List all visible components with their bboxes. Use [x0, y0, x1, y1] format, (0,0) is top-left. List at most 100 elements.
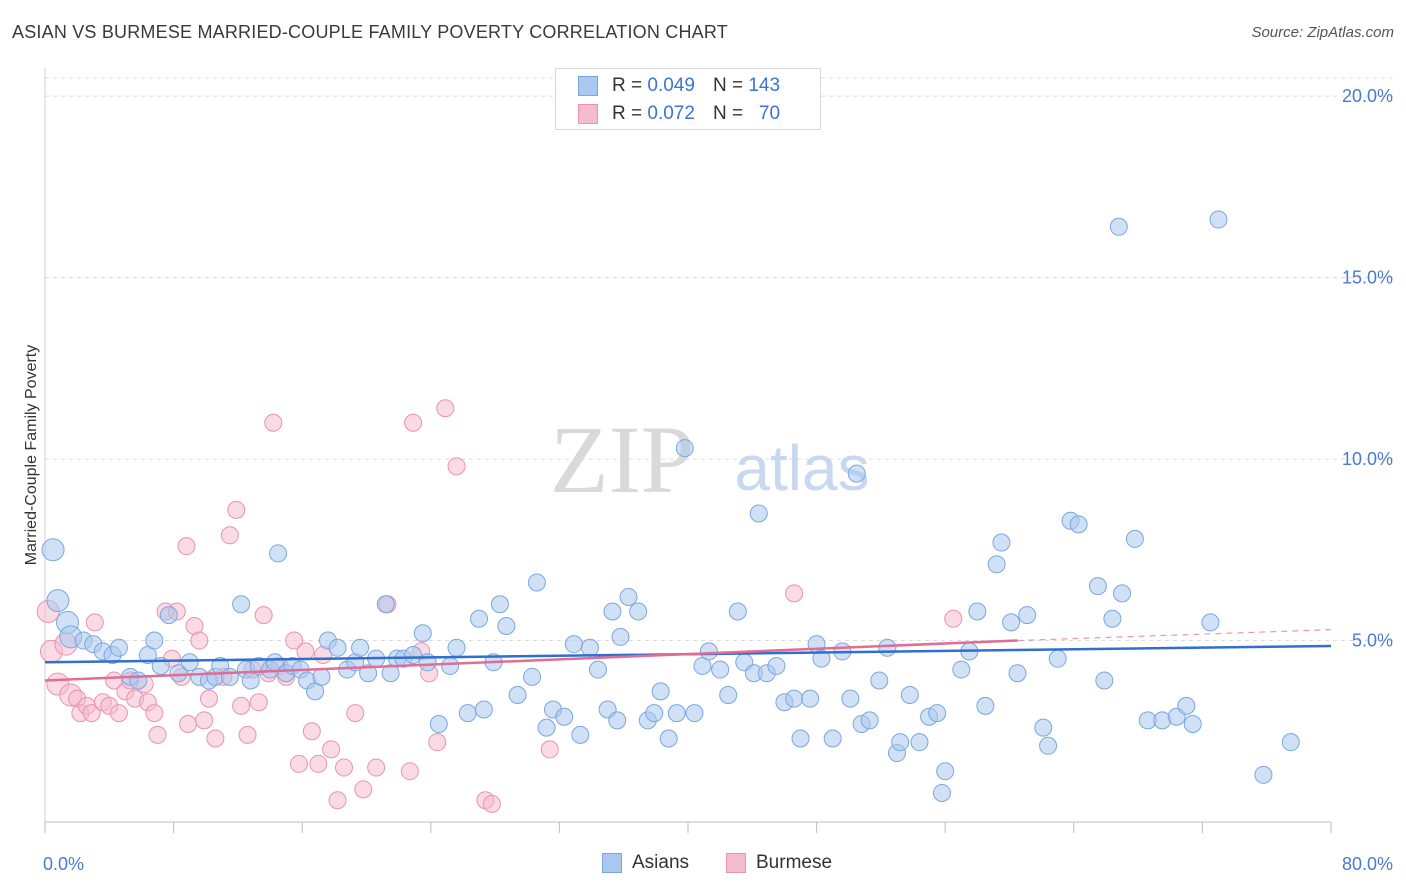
asian-r-value: 0.049 — [647, 75, 695, 96]
axes — [44, 68, 1332, 833]
asian-point-50 — [441, 656, 460, 675]
burmese-point-31 — [206, 729, 225, 748]
burmese-point-62 — [436, 399, 455, 418]
asian-point-130 — [1109, 217, 1128, 236]
asian-point-137 — [1183, 715, 1202, 734]
asian-point-126 — [1069, 515, 1088, 534]
asian-point-117 — [987, 555, 1006, 574]
asian-point-69 — [608, 711, 627, 730]
asian-point-64 — [564, 635, 583, 654]
asian-point-73 — [629, 602, 648, 621]
asian-point-72 — [619, 587, 638, 606]
asian-point-110 — [928, 704, 947, 723]
asian-point-138 — [1201, 613, 1220, 632]
legend-item-asians[interactable]: Asians — [602, 852, 689, 874]
asian-point-60 — [527, 573, 546, 592]
asian-point-104 — [878, 638, 897, 657]
asian-point-82 — [699, 642, 718, 661]
asian-point-116 — [976, 696, 995, 715]
asian-point-52 — [458, 704, 477, 723]
burmese-trend-line-extrapolated — [1017, 629, 1332, 642]
asian-point-131 — [1113, 584, 1132, 603]
asian-n-value: 143 — [748, 75, 781, 96]
asian-points — [41, 210, 1300, 802]
burmese-point-28 — [190, 631, 209, 650]
trend-lines — [44, 629, 1332, 682]
asian-point-77 — [659, 729, 678, 748]
burmese-point-55 — [367, 758, 386, 777]
burmese-point-53 — [346, 704, 365, 723]
asian-point-118 — [992, 533, 1011, 552]
asian-point-46 — [404, 646, 423, 665]
burmese-point-51 — [328, 791, 347, 810]
watermark-zip: ZIP — [550, 406, 694, 513]
asian-point-40 — [359, 664, 378, 683]
asian-point-103 — [870, 671, 889, 690]
burmese-point-47 — [302, 722, 321, 741]
grid-lines — [45, 77, 1394, 642]
asian-point-100 — [847, 464, 866, 483]
burmese-point-19 — [145, 704, 164, 723]
y-axis-label: Married-Couple Family Poverty — [23, 345, 40, 566]
asian-point-106 — [891, 733, 910, 752]
asian-point-84 — [719, 685, 738, 704]
asian-point-121 — [1018, 606, 1037, 625]
asian-point-63 — [555, 707, 574, 726]
asian-point-28 — [269, 544, 288, 563]
asian-point-120 — [1008, 664, 1027, 683]
legend-item-burmese[interactable]: Burmese — [726, 852, 832, 874]
burmese-point-66 — [540, 740, 559, 759]
burmese-n-value: 70 — [758, 103, 781, 124]
asian-point-80 — [685, 704, 704, 723]
burmese-point-25 — [177, 537, 196, 556]
asian-point-58 — [508, 685, 527, 704]
asian-point-88 — [749, 504, 768, 523]
burmese-point-65 — [482, 794, 501, 813]
asian-point-115 — [968, 602, 987, 621]
burmese-point-50 — [322, 740, 341, 759]
asian-point-102 — [860, 711, 879, 730]
asian-point-39 — [351, 638, 370, 657]
burmese-point-48 — [309, 754, 328, 773]
asian-point-139 — [1209, 210, 1228, 229]
burmese-point-9 — [85, 613, 104, 632]
burmese-r-label: R = — [612, 103, 643, 124]
asian-point-124 — [1048, 649, 1067, 668]
asian-point-83 — [711, 660, 730, 679]
burmese-trend-line — [44, 639, 1018, 682]
asian-point-51 — [447, 638, 466, 657]
asian-point-42 — [376, 595, 395, 614]
asian-point-129 — [1103, 609, 1122, 628]
burmese-swatch — [578, 104, 598, 124]
asian-point-1 — [46, 589, 70, 613]
asian-point-128 — [1095, 671, 1114, 690]
asian-point-132 — [1125, 529, 1144, 548]
legend-label-burmese: Burmese — [756, 852, 833, 873]
tick-labels: 5.0% 10.0% 15.0% 20.0% 0.0% 80.0% — [43, 86, 1393, 874]
asian-point-56 — [490, 595, 509, 614]
asian-point-67 — [588, 660, 607, 679]
asian-point-108 — [910, 733, 929, 752]
x-tick-label-min: 0.0% — [43, 854, 84, 874]
burmese-point-61 — [428, 733, 447, 752]
asians-swatch — [602, 853, 622, 873]
burmese-point-41 — [264, 413, 283, 432]
y-tick-label-2: 15.0% — [1342, 268, 1393, 288]
asian-point-0 — [41, 538, 65, 562]
asian-point-70 — [603, 602, 622, 621]
asian-point-16 — [180, 653, 199, 672]
burmese-legend-swatch — [726, 853, 746, 873]
asian-r-label: R = — [612, 75, 643, 96]
asian-swatch — [578, 76, 598, 96]
asian-point-61 — [537, 718, 556, 737]
asian-point-21 — [220, 667, 239, 686]
burmese-point-20 — [148, 725, 167, 744]
asian-point-93 — [791, 729, 810, 748]
burmese-r-value: 0.072 — [647, 103, 695, 124]
asian-point-127 — [1088, 577, 1107, 596]
asian-point-65 — [571, 725, 590, 744]
asian-point-15 — [169, 664, 188, 683]
burmese-point-30 — [199, 689, 218, 708]
burmese-point-44 — [285, 631, 304, 650]
